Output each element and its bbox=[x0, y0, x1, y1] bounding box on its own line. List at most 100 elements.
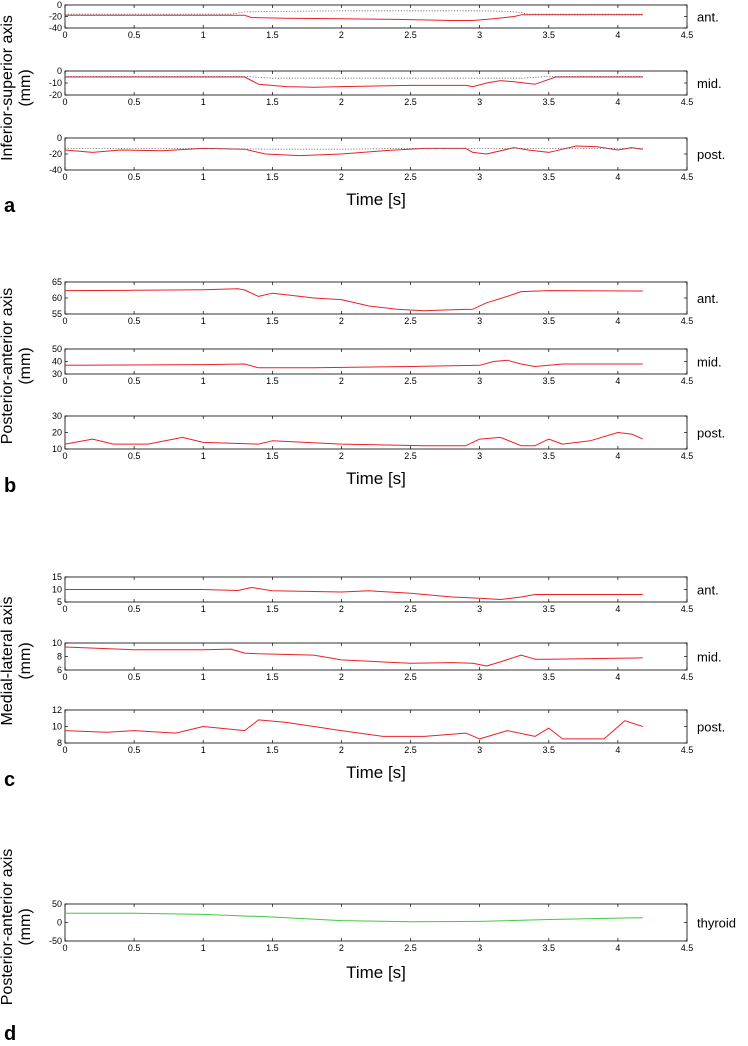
x-tick-label: 4 bbox=[615, 376, 620, 386]
x-tick-label: 0 bbox=[62, 672, 67, 682]
subplot-b-mid: 0 0.5 1 1.5 2 2.5 3 3.5 4 4.5 50 40 30 mid. bbox=[52, 344, 722, 386]
x-tick-label: 3.5 bbox=[543, 172, 556, 182]
x-tick-label: 1.5 bbox=[266, 316, 279, 326]
x-tick-label: 4 bbox=[615, 172, 620, 182]
x-tick-label: 3.5 bbox=[543, 672, 556, 682]
subplot-c-mid: 0 0.5 1 1.5 2 2.5 3 3.5 4 4.5 10 8 6 mid. bbox=[52, 638, 722, 682]
x-tick-label: 0 bbox=[62, 745, 67, 755]
y-tick-label: -20 bbox=[49, 149, 62, 159]
x-tick-label: 1 bbox=[201, 172, 206, 182]
y-axis-label: Inferior-superior axis(mm) bbox=[0, 15, 34, 161]
y-tick-label: 30 bbox=[52, 369, 62, 379]
x-tick-label: 0 bbox=[62, 316, 67, 326]
series-line-measured bbox=[64, 432, 644, 447]
x-tick-label: 0 bbox=[62, 172, 67, 182]
x-tick-label: 1.5 bbox=[266, 451, 279, 461]
x-tick-label: 2 bbox=[339, 943, 344, 953]
x-tick-label: 1 bbox=[201, 943, 206, 953]
subplot-label: ant. bbox=[697, 583, 719, 598]
x-tick-label: 4 bbox=[615, 943, 620, 953]
x-tick-label: 2.5 bbox=[404, 97, 417, 107]
x-tick-label: 3 bbox=[477, 172, 482, 182]
x-tick-label: 4 bbox=[615, 745, 620, 755]
subplot-b-ant: 0 0.5 1 1.5 2 2.5 3 3.5 4 4.5 65 60 55 ant. bbox=[52, 277, 719, 326]
y-tick-label: 15 bbox=[52, 572, 62, 582]
x-tick-label: 0.5 bbox=[128, 316, 141, 326]
x-tick-label: 4 bbox=[615, 316, 620, 326]
panel-b: 0 0.5 1 1.5 2 2.5 3 3.5 4 4.5 65 60 55 ant. 0 0.5 1 1.5 2 2… bbox=[0, 277, 725, 497]
x-tick-label: 1.5 bbox=[266, 672, 279, 682]
subplot-label: thyroid bbox=[697, 916, 736, 931]
x-tick-label: 0.5 bbox=[128, 745, 141, 755]
x-tick-label: 3.5 bbox=[543, 451, 556, 461]
x-tick-label: 1 bbox=[201, 745, 206, 755]
y-tick-label: -20 bbox=[49, 90, 62, 100]
x-tick-label: 0.5 bbox=[128, 30, 141, 40]
x-tick-label: 3 bbox=[477, 943, 482, 953]
subplot-label: ant. bbox=[697, 291, 719, 306]
x-tick-label: 4.5 bbox=[681, 451, 694, 461]
axes-box bbox=[64, 415, 688, 450]
y-tick-label: 10 bbox=[52, 585, 62, 595]
x-tick-label: 1.5 bbox=[266, 172, 279, 182]
y-tick-label: 0 bbox=[57, 0, 62, 10]
x-tick-label: 4.5 bbox=[681, 745, 694, 755]
x-tick-label: 2 bbox=[339, 97, 344, 107]
series-line-measured bbox=[64, 359, 643, 369]
panel-letter: b bbox=[4, 475, 16, 497]
x-tick-label: 1 bbox=[201, 97, 206, 107]
y-tick-label: 6 bbox=[57, 665, 62, 675]
x-tick-label: 1 bbox=[201, 30, 206, 40]
x-tick-label: 1.5 bbox=[266, 604, 279, 614]
subplot-label: ant. bbox=[697, 10, 719, 25]
panel-d: 0 0.5 1 1.5 2 2.5 3 3.5 4 4.5500-50thyroidPosteri… bbox=[0, 849, 736, 1045]
x-tick-label: 1.5 bbox=[266, 943, 279, 953]
x-tick-label: 2 bbox=[339, 672, 344, 682]
y-tick-label: 0 bbox=[57, 133, 62, 143]
x-tick-label: 4.5 bbox=[681, 172, 694, 182]
y-tick-label: 10 bbox=[52, 638, 62, 648]
axes-box bbox=[64, 281, 688, 315]
y-tick-label: 10 bbox=[52, 444, 62, 454]
series-line-measured bbox=[65, 76, 643, 88]
series-line-measured bbox=[65, 14, 643, 21]
x-tick-label: 3 bbox=[477, 745, 482, 755]
series-line-reference bbox=[65, 147, 643, 150]
x-tick-label: 4.5 bbox=[681, 30, 694, 40]
x-tick-label: 0 bbox=[62, 604, 67, 614]
x-tick-label: 2.5 bbox=[404, 943, 417, 953]
x-tick-label: 4.5 bbox=[681, 316, 694, 326]
panel-letter: a bbox=[4, 195, 16, 217]
series-line-measured bbox=[64, 646, 643, 667]
x-tick-label: 0.5 bbox=[128, 376, 141, 386]
x-tick-label: 2 bbox=[339, 604, 344, 614]
x-tick-label: 3 bbox=[477, 376, 482, 386]
axes-box bbox=[64, 709, 688, 744]
x-axis-label: Time [s] bbox=[346, 763, 406, 782]
x-tick-label: 0.5 bbox=[128, 672, 141, 682]
x-tick-label: 1.5 bbox=[266, 97, 279, 107]
panel-letter: c bbox=[4, 769, 15, 791]
x-tick-label: 4.5 bbox=[681, 672, 694, 682]
x-tick-label: 3.5 bbox=[543, 943, 556, 953]
y-tick-label: 5 bbox=[57, 597, 62, 607]
y-tick-label: 30 bbox=[52, 411, 62, 421]
x-tick-label: 2.5 bbox=[404, 316, 417, 326]
x-tick-label: 4 bbox=[615, 672, 620, 682]
x-tick-label: 1 bbox=[201, 604, 206, 614]
x-axis-label: Time [s] bbox=[346, 190, 406, 209]
x-tick-label: 1 bbox=[201, 316, 206, 326]
axes-box bbox=[64, 642, 688, 671]
x-tick-label: 3 bbox=[477, 97, 482, 107]
subplot-c-post: 0 0.5 1 1.5 2 2.5 3 3.5 4 4.5 12 10 8 post. bbox=[52, 705, 725, 755]
x-tick-label: 3.5 bbox=[543, 316, 556, 326]
panel-letter: d bbox=[4, 1023, 16, 1045]
x-tick-label: 0.5 bbox=[128, 943, 141, 953]
y-tick-label: 50 bbox=[52, 344, 62, 354]
y-tick-label: 20 bbox=[52, 428, 62, 438]
x-tick-label: 4 bbox=[615, 451, 620, 461]
